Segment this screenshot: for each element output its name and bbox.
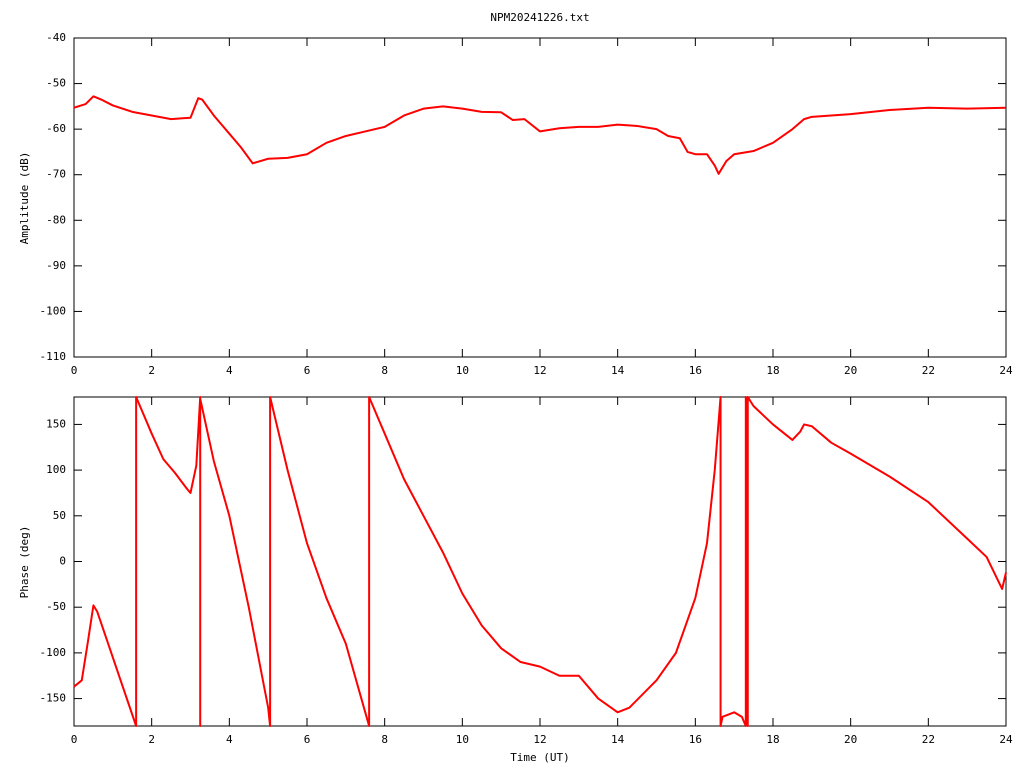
x-tick-label: 18 xyxy=(766,364,779,377)
x-tick-label: 18 xyxy=(766,733,779,746)
y-tick-label: -80 xyxy=(46,213,66,226)
x-tick-label: 6 xyxy=(304,364,311,377)
x-tick-label: 8 xyxy=(381,364,388,377)
x-tick-label: 12 xyxy=(533,364,546,377)
y-tick-label: -60 xyxy=(46,122,66,135)
x-tick-label: 22 xyxy=(922,733,935,746)
x-tick-label: 2 xyxy=(148,364,155,377)
y-tick-label: -110 xyxy=(40,350,67,363)
x-tick-label: 20 xyxy=(844,364,857,377)
y-tick-label: -50 xyxy=(46,77,66,90)
x-tick-label: 2 xyxy=(148,733,155,746)
y-tick-label: -100 xyxy=(40,304,67,317)
x-tick-label: 4 xyxy=(226,364,233,377)
data-line xyxy=(73,396,1007,727)
x-tick-label: 14 xyxy=(611,364,625,377)
x-tick-label: 12 xyxy=(533,733,546,746)
x-tick-label: 10 xyxy=(456,364,469,377)
data-line xyxy=(73,95,1007,175)
y-tick-label: 100 xyxy=(46,463,66,476)
x-tick-label: 20 xyxy=(844,733,857,746)
x-tick-label: 16 xyxy=(689,733,702,746)
y-tick-label: -50 xyxy=(46,600,66,613)
x-tick-label: 22 xyxy=(922,364,935,377)
y-tick-label: -90 xyxy=(46,259,66,272)
y-tick-label: -40 xyxy=(46,31,66,44)
x-axis-label: Time (UT) xyxy=(510,751,570,764)
x-tick-label: 24 xyxy=(999,733,1013,746)
y-tick-label: -70 xyxy=(46,168,66,181)
y-axis-label: Amplitude (dB) xyxy=(18,152,31,245)
x-tick-label: 14 xyxy=(611,733,625,746)
chart-title: NPM20241226.txt xyxy=(490,11,589,24)
y-tick-label: -100 xyxy=(40,646,67,659)
x-tick-label: 0 xyxy=(71,364,78,377)
x-tick-label: 6 xyxy=(304,733,311,746)
y-axis-label: Phase (deg) xyxy=(18,526,31,599)
x-tick-label: 24 xyxy=(999,364,1013,377)
x-tick-label: 10 xyxy=(456,733,469,746)
x-tick-label: 8 xyxy=(381,733,388,746)
x-tick-label: 16 xyxy=(689,364,702,377)
y-tick-label: 0 xyxy=(59,555,66,568)
y-tick-label: 150 xyxy=(46,417,66,430)
y-tick-label: -150 xyxy=(40,692,67,705)
x-tick-label: 4 xyxy=(226,733,233,746)
x-tick-label: 0 xyxy=(71,733,78,746)
y-tick-label: 50 xyxy=(53,509,66,522)
